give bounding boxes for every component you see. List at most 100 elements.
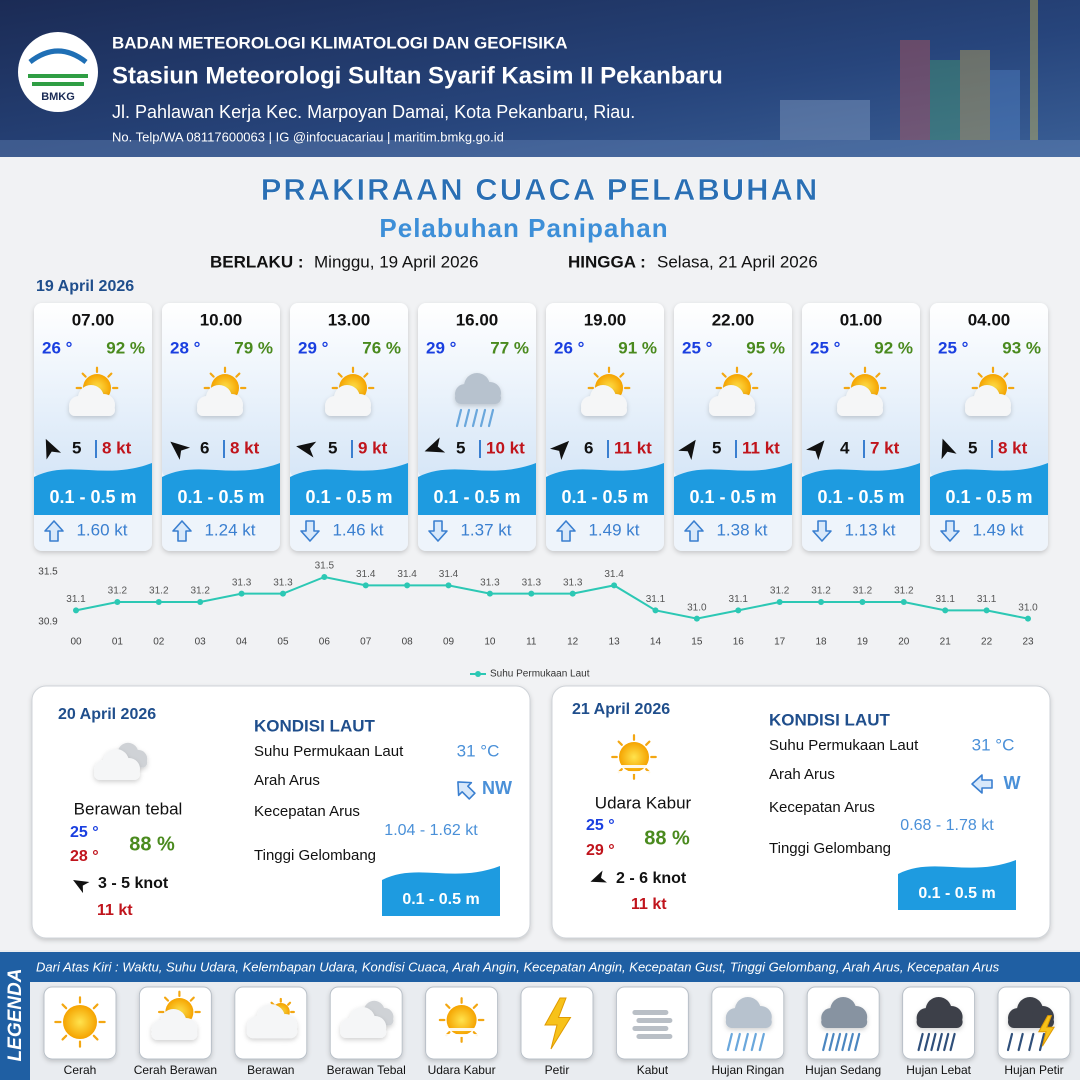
temp-max: 29 ° [586,842,615,859]
sun-ray [721,372,727,378]
current-arrow [684,520,704,542]
point [155,599,162,605]
cloud-part [197,404,243,416]
haze [614,771,654,774]
temperature: 28 ° [170,338,201,357]
humidity: 93 % [1002,338,1041,357]
legend-title: LEGENDA [5,969,26,1062]
cloud-part [709,404,755,416]
wave [162,463,280,515]
x-tick-label: 05 [277,637,289,648]
rain [936,1032,943,1052]
day-date: 20 April 2026 [58,706,156,723]
forecast-card: 19.00 26 ° 91 % 6 11 kt 0.1 - 0.5 m 1.49 kt [546,303,664,551]
sun-ray [363,372,369,378]
cloud [340,1007,387,1038]
cloud-part [246,1025,298,1039]
cloud-part [340,1026,387,1038]
to-date: Selasa, 21 April 2026 [657,252,818,271]
sun-ray [472,1003,479,1009]
from-label: BERLAKU : [210,252,304,271]
wave-height: 0.1 - 0.5 m [561,487,648,507]
current-speed: 1.60 kt [76,520,127,539]
rain [822,1032,829,1052]
gust: 8 kt [998,438,1028,457]
current-dir: NW [482,778,512,798]
legend-description: Dari Atas Kiri : Waktu, Suhu Udara, Kele… [36,959,1000,974]
rain [1038,1032,1046,1052]
wind-arrow [73,880,90,894]
current-speed: 1.24 kt [204,520,255,539]
sun-ray [849,372,855,378]
legend-item: Petir [545,1063,570,1077]
forecast-card: 07.00 26 ° 92 % 5 8 kt 0.1 - 0.5 m 1.60 kt [34,303,152,551]
current-arrow [940,520,960,542]
rain [742,1032,749,1052]
humidity: 76 % [362,338,401,357]
forecast-card: 13.00 29 ° 76 % 5 9 kt 0.1 - 0.5 m 1.46 kt [290,303,408,551]
logo-text: BMKG [41,91,75,103]
wave-height: 0.1 - 0.5 m [305,487,392,507]
sun-ray [875,372,881,378]
point [611,582,618,589]
fog [632,1010,669,1015]
rain [834,1032,842,1052]
wind-speed: 5 [328,438,337,457]
point [942,607,949,614]
wave-label: Tinggi Gelombang [769,840,891,857]
legend-label: Suhu Permukaan Laut [490,669,590,680]
day1-date: 19 April 2026 [36,278,134,295]
current-speed: 1.37 kt [460,520,511,539]
current-arrow [812,520,832,542]
wave [418,463,536,515]
wave [802,463,920,515]
point [197,599,204,605]
wave [546,463,664,515]
wave [34,463,152,515]
point [776,599,783,605]
address: Jl. Pahlawan Kerja Kec. Marpoyan Damai, … [112,102,635,122]
sun-ray [1003,372,1009,378]
weather-icon [455,373,501,428]
rain [1006,1032,1014,1052]
weather-icon [916,997,963,1052]
point [569,590,576,597]
wave [674,463,792,515]
humidity: 77 % [490,338,529,357]
current-dir-label: Arah Arus [769,766,835,783]
cloud [965,385,1011,416]
sun-ray [92,1034,99,1041]
wind-speed: 5 [456,438,465,457]
point [652,607,659,614]
title: PRAKIRAAN CUACA PELABUHAN [261,172,820,207]
weather-icon [197,366,247,416]
y-tick-label: 31.5 [38,567,58,578]
temp-min: 25 ° [586,817,615,834]
x-tick-label: 10 [484,637,496,648]
temperature: 26 ° [42,338,73,357]
bolt [544,997,572,1050]
value-label: 31.3 [480,577,500,588]
temperature: 25 ° [938,338,969,357]
value-label: 31.3 [522,577,542,588]
wave-height: 0.1 - 0.5 m [689,487,776,507]
weather-icon [340,1000,394,1038]
value-label: 31.3 [563,577,583,588]
wind-arrow [806,440,825,461]
humidity: 91 % [618,338,657,357]
wave [930,463,1048,515]
cloud-part [151,1028,198,1040]
sun-ray [92,1003,99,1010]
x-tick-label: 19 [857,637,869,648]
rain [463,408,471,428]
value-label: 31.2 [108,586,128,597]
rain [923,1032,931,1052]
cloud [725,997,772,1028]
value-label: 31.4 [397,569,417,580]
forecast-card: 04.00 25 ° 93 % 5 8 kt 0.1 - 0.5 m 1.49 kt [930,303,1048,551]
current-speed: 1.46 kt [332,520,383,539]
point [445,582,452,589]
value-label: 31.0 [1018,602,1038,613]
point [238,590,245,597]
point [114,599,121,605]
